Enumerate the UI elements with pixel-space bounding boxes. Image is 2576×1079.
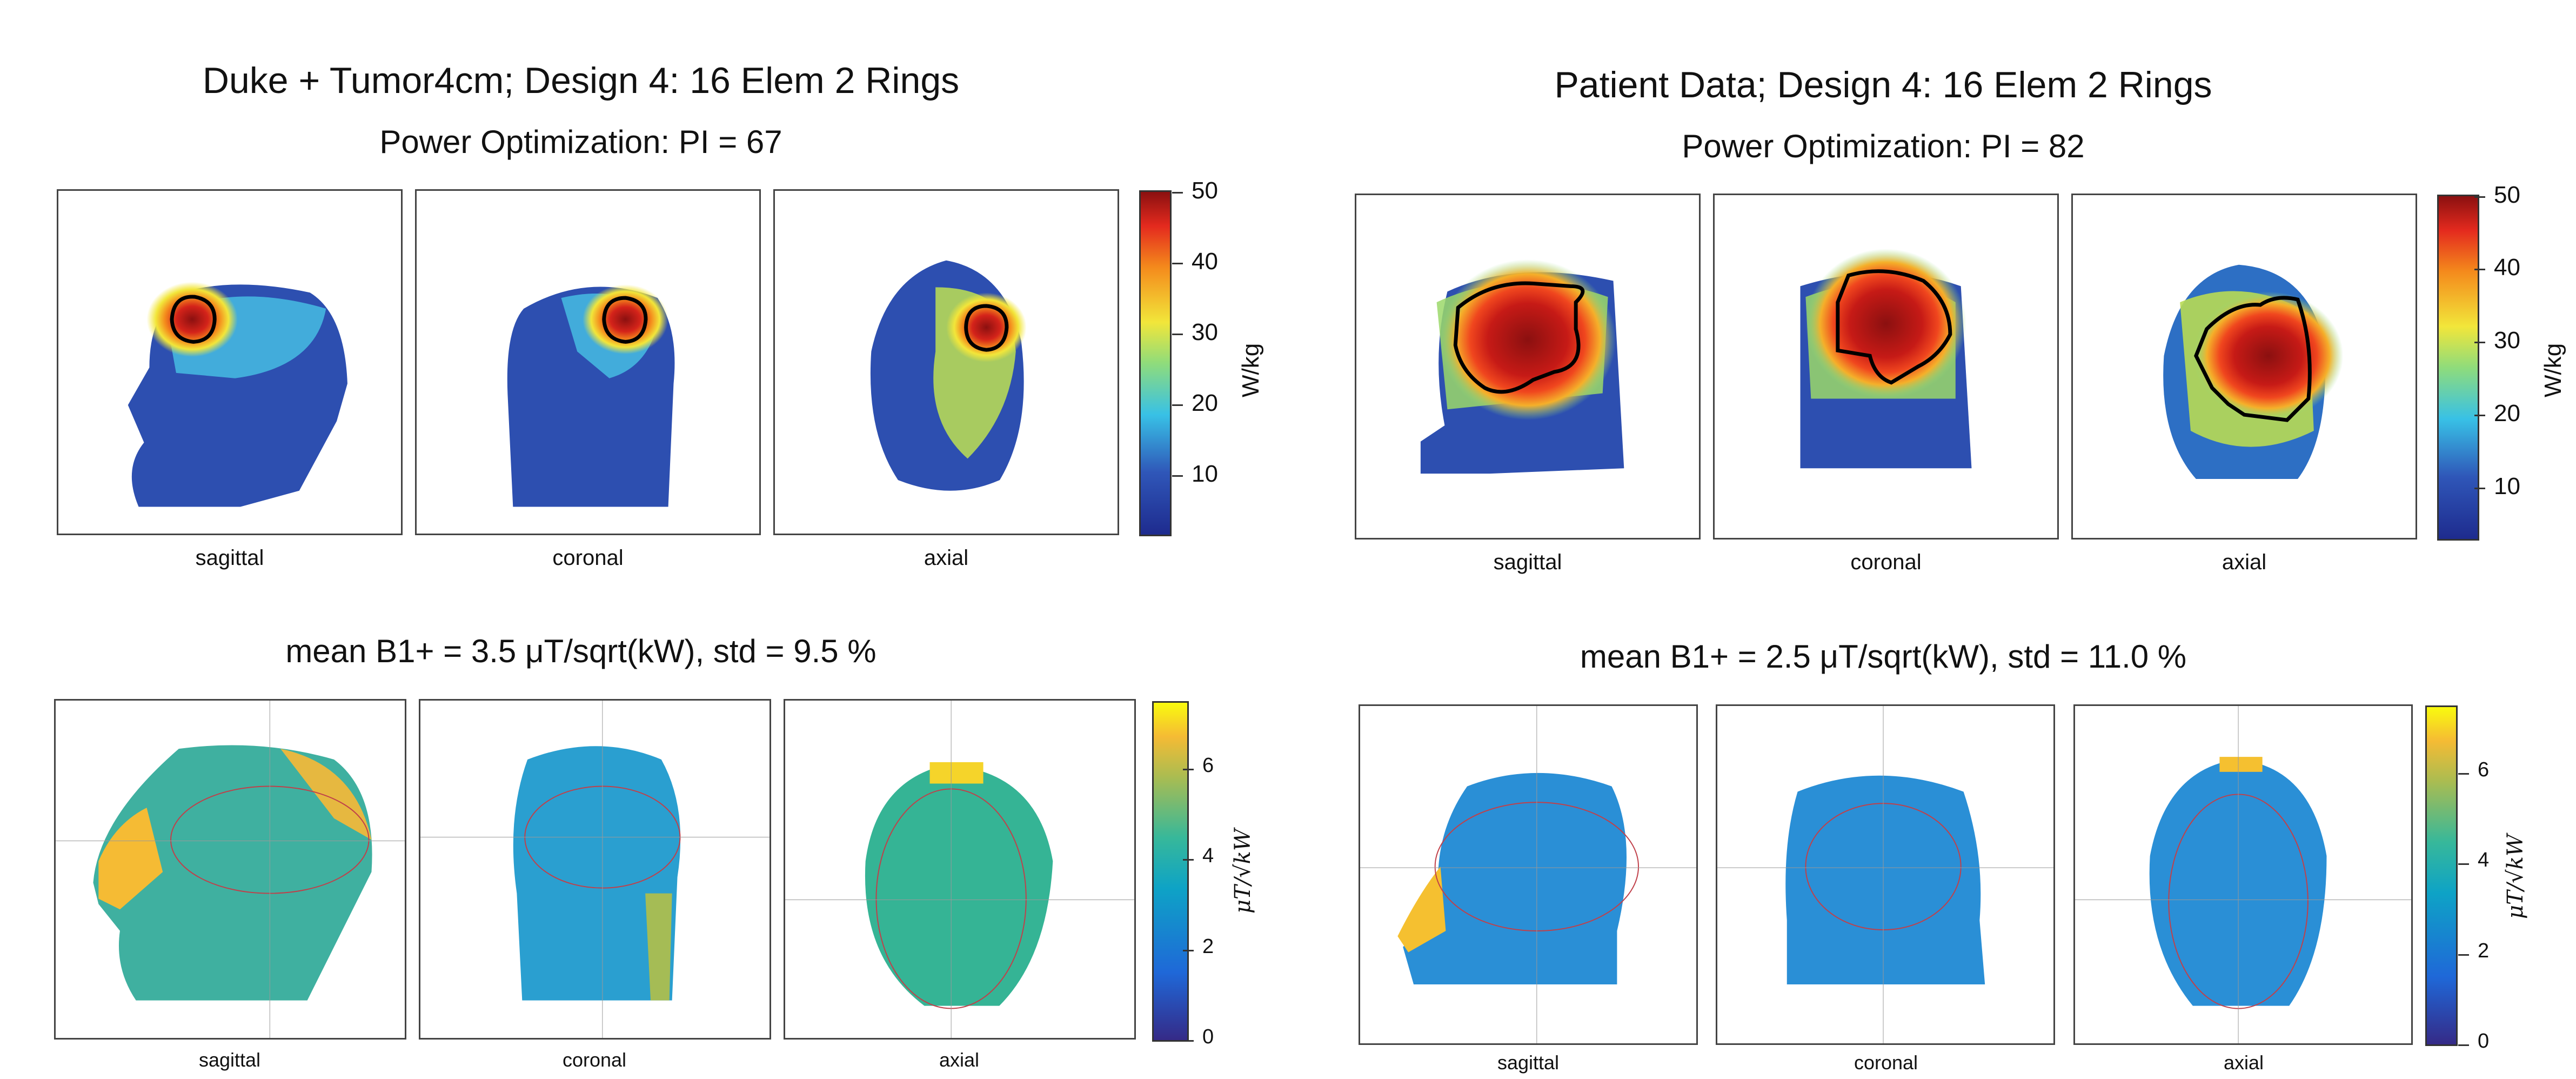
b1-head-shape <box>865 764 1053 1006</box>
tumor-contour <box>964 304 1009 352</box>
left-sar-tick-10: 10 <box>1172 461 1218 487</box>
b1-head-shape <box>93 745 372 1001</box>
left-sar-label-sagittal: sagittal <box>195 546 264 570</box>
right-sar-tick-50: 50 <box>2474 182 2520 208</box>
left-figure-title: Duke + Tumor4cm; Design 4: 16 Elem 2 Rin… <box>202 60 960 101</box>
left-b1-label-coronal: coronal <box>562 1049 627 1071</box>
right-b1-label-coronal: coronal <box>1854 1051 1918 1074</box>
right-sar-tick-30: 30 <box>2474 327 2520 354</box>
b1-field <box>645 893 672 1001</box>
left-sar-tick-20: 20 <box>1172 390 1218 416</box>
left-sar-label-coronal: coronal <box>552 546 624 570</box>
right-b1-label-sagittal: sagittal <box>1497 1051 1560 1074</box>
left-sar-subtitle: Power Optimization: PI = 67 <box>379 124 782 160</box>
right-sar-label-axial: axial <box>2222 550 2267 574</box>
b1-field <box>98 808 163 910</box>
tumor-contour <box>602 296 648 344</box>
left-sar-colorbar <box>1139 190 1172 536</box>
left-sar-sagittal-plot <box>57 189 403 535</box>
b1-field <box>280 749 372 840</box>
left-b1-unit: μT/√kW <box>1230 829 1255 914</box>
right-b1-label-axial: axial <box>2223 1051 2264 1074</box>
left-b1-coronal-plot <box>419 699 771 1040</box>
b1-field <box>929 762 983 784</box>
right-sar-sagittal-plot <box>1355 194 1701 540</box>
right-b1-tick-0: 0 <box>2458 1030 2490 1053</box>
right-sar-tick-40: 40 <box>2474 254 2520 281</box>
left-sar-axial-plot <box>773 189 1119 535</box>
tumor-contour <box>170 295 217 344</box>
right-figure-title: Patient Data; Design 4: 16 Elem 2 Rings <box>1554 64 2212 105</box>
left-b1-colorbar <box>1152 701 1189 1042</box>
right-b1-subtitle: mean B1+ = 2.5 μT/sqrt(kW), std = 11.0 % <box>1580 638 2187 675</box>
tumor-contour <box>1836 269 1952 385</box>
tumor-contour <box>2194 296 2312 422</box>
b1-head-shape <box>513 746 681 1001</box>
left-sar-tick-40: 40 <box>1172 248 1218 275</box>
b1-field <box>2219 757 2263 772</box>
right-b1-tick-2: 2 <box>2458 940 2490 962</box>
left-b1-sagittal-plot <box>54 699 406 1040</box>
right-b1-colorbar <box>2425 705 2458 1046</box>
right-sar-colorbar <box>2437 195 2479 541</box>
right-b1-tick-4: 4 <box>2458 849 2490 871</box>
right-sar-subtitle: Power Optimization: PI = 82 <box>1682 128 2085 164</box>
left-b1-tick-4: 4 <box>1182 844 1214 867</box>
right-sar-unit: W/kg <box>2540 343 2566 397</box>
sar-hotspot <box>583 284 668 355</box>
left-b1-subtitle: mean B1+ = 3.5 μT/sqrt(kW), std = 9.5 % <box>285 633 876 669</box>
right-sar-tick-10: 10 <box>2474 473 2520 499</box>
right-sar-axial-plot <box>2071 194 2417 540</box>
sar-hotspot <box>946 292 1027 362</box>
right-b1-coronal-plot <box>1716 704 2055 1045</box>
tumor-contour <box>1453 281 1585 394</box>
left-b1-tick-2: 2 <box>1182 935 1214 958</box>
sar-hotspot <box>1439 259 1616 421</box>
right-b1-tick-6: 6 <box>2458 758 2490 781</box>
right-sar-label-coronal: coronal <box>1850 550 1922 574</box>
left-sar-tick-30: 30 <box>1172 319 1218 345</box>
right-sar-coronal-plot <box>1713 194 2059 540</box>
sar-hotspot <box>2193 291 2344 421</box>
left-b1-tick-6: 6 <box>1182 754 1214 777</box>
left-sar-coronal-plot <box>415 189 761 535</box>
right-sar-tick-20: 20 <box>2474 400 2520 427</box>
left-b1-label-sagittal: sagittal <box>198 1049 261 1071</box>
left-sar-label-axial: axial <box>924 546 969 570</box>
left-b1-axial-plot <box>784 699 1136 1040</box>
right-b1-sagittal-plot <box>1359 704 1698 1045</box>
b1-head-shape <box>1785 775 1985 985</box>
left-b1-tick-0: 0 <box>1182 1025 1214 1048</box>
right-b1-axial-plot <box>2073 704 2413 1045</box>
left-b1-label-axial: axial <box>939 1049 980 1071</box>
right-b1-unit: μT/√kW <box>2503 834 2528 919</box>
sar-hotspot <box>146 282 238 357</box>
b1-field <box>1397 867 1446 953</box>
left-sar-tick-50: 50 <box>1172 177 1218 204</box>
left-sar-unit: W/kg <box>1237 343 1264 397</box>
right-sar-label-sagittal: sagittal <box>1493 550 1562 574</box>
